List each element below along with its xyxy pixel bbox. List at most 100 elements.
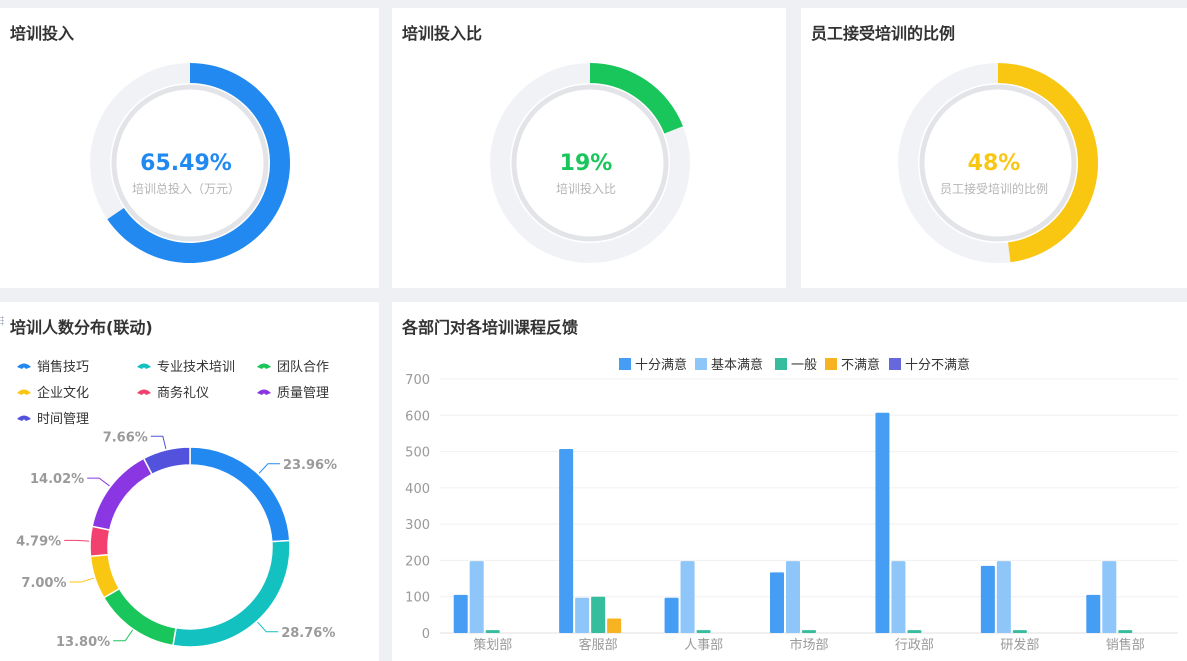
donut-panel: 培训人数分布(联动) 销售技巧 专业技术培训 团队合作企业文化 商务礼仪 质量管理时间管… [0,302,379,661]
legend-item[interactable]: 不满意 [825,357,880,373]
x-tick-label: 策划部 [473,637,512,653]
bar[interactable] [664,597,679,633]
legend-swatch-icon [257,389,271,395]
gauge-panel-1: 培训投入 65.49% 培训总投入（万元） [0,8,379,288]
bar[interactable] [907,630,922,633]
y-tick-label: 100 [405,591,430,606]
donut-slice[interactable] [102,587,177,647]
donut-title: 培训人数分布(联动) [10,318,153,337]
x-tick-label: 销售部 [1106,637,1145,653]
bar[interactable] [469,561,484,633]
donut-slice[interactable] [142,446,191,476]
drag-handle-icon[interactable] [0,316,4,326]
legend-swatch-icon [889,358,901,370]
bar-title: 各部门对各培训课程反馈 [402,318,579,337]
slice-label-leader [69,577,95,583]
gauge-title-3: 员工接受培训的比例 [811,24,956,43]
x-tick-label: 客服部 [579,637,618,653]
slice-data-label: 7.00% [21,576,66,591]
legend-swatch-icon [137,363,151,369]
slice-data-label: 28.76% [281,626,335,641]
gauge-chart-2: 19% 培训投入比 [490,63,690,263]
slice-data-label: 7.66% [103,430,148,445]
slice-label-leader [258,463,280,474]
gauge-inner-ring [919,84,1077,242]
legend-swatch-icon [775,358,787,370]
bar[interactable] [786,561,800,633]
y-tick-label: 0 [422,627,430,642]
gauge-panel-2: 培训投入比 19% 培训投入比 [392,8,786,288]
gauge-progress-arc [998,63,1099,263]
donut-slice[interactable] [89,553,121,599]
donut-slice[interactable] [172,539,291,648]
legend-item[interactable]: 商务礼仪 [137,385,209,401]
legend-swatch-icon [137,389,151,395]
legend-label: 销售技巧 [37,359,89,375]
legend-item[interactable]: 销售技巧 [17,359,89,375]
legend-item[interactable]: 十分不满意 [889,357,970,373]
bar[interactable] [575,597,590,633]
x-tick-label: 人事部 [684,638,723,653]
gauge-value: 65.49% [140,151,232,176]
donut-slice[interactable] [189,446,291,543]
bar[interactable] [1012,630,1027,633]
bar[interactable] [696,630,711,633]
legend-label: 十分不满意 [905,357,970,373]
bar[interactable] [875,412,890,633]
legend-item[interactable]: 企业文化 [17,385,89,401]
donut-slice[interactable] [91,457,154,531]
legend-item[interactable]: 团队合作 [257,360,329,375]
gauge-sub-label: 员工接受培训的比例 [940,181,1048,196]
bar[interactable] [607,618,622,633]
bar[interactable] [1102,561,1117,633]
bar-chart: 0 100 200 300 400 500 600 700 十分满意 基本满意 一般 不满意 十分不满意… [405,357,1178,653]
slice-data-label: 13.80% [56,635,110,650]
gauge-progress-arc [590,63,683,134]
legend-label: 十分满意 [635,357,687,373]
bar[interactable] [1086,594,1101,633]
bar[interactable] [559,449,574,633]
legend-label: 专业技术培训 [157,359,235,375]
y-tick-label: 300 [405,518,430,533]
legend-label: 不满意 [841,357,880,373]
legend-label: 企业文化 [37,385,89,401]
legend-swatch-icon [17,415,31,421]
legend-swatch-icon [825,358,837,370]
gauge-inner-ring [111,84,269,242]
legend-item[interactable]: 十分满意 [619,357,687,373]
legend-label: 质量管理 [277,386,329,401]
legend-swatch-icon [619,358,631,370]
gauge-sub-label: 培训投入比 [556,181,616,196]
gauge-title-2: 培训投入比 [402,24,483,43]
legend-label: 商务礼仪 [157,385,209,401]
bar[interactable] [485,630,500,633]
bar[interactable] [680,561,695,633]
bar[interactable] [1118,630,1133,633]
gauge-panel-3: 员工接受培训的比例 48% 员工接受培训的比例 [801,8,1187,288]
donut-slice[interactable] [89,525,111,558]
slice-label-leader [87,477,110,487]
legend-item[interactable]: 质量管理 [257,386,329,401]
bar[interactable] [453,594,468,633]
gauge-chart-1: 65.49% 培训总投入（万元） [90,63,291,263]
gauge-sub-label: 培训总投入（万元） [132,181,240,196]
legend-swatch-icon [17,363,31,369]
bar[interactable] [802,630,816,633]
gauge-value: 48% [968,151,1021,176]
bar[interactable] [891,561,906,633]
y-tick-label: 500 [405,446,430,461]
x-tick-label: 研发部 [1000,637,1039,653]
legend-item[interactable]: 一般 [775,357,817,373]
y-tick-label: 600 [405,409,430,424]
bar[interactable] [980,565,995,633]
legend-item[interactable]: 时间管理 [17,412,89,427]
bar[interactable] [996,561,1011,633]
bar[interactable] [770,572,784,633]
legend-item[interactable]: 基本满意 [695,357,763,373]
bar[interactable] [591,596,606,633]
gauge-value: 19% [560,151,613,176]
slice-data-label: 23.96% [283,458,337,473]
legend-label: 一般 [791,357,817,373]
legend-item[interactable]: 专业技术培训 [137,359,235,375]
